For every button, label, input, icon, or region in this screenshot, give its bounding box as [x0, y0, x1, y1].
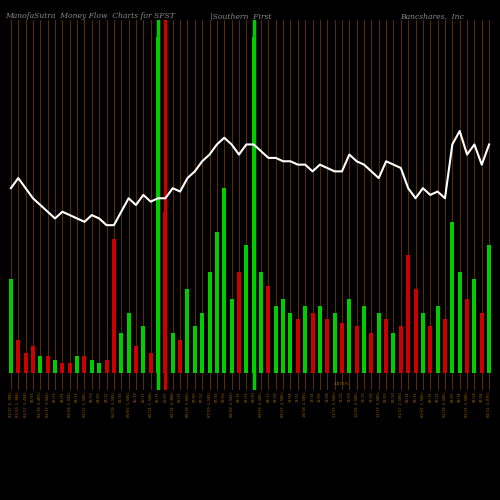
Bar: [60, 363, 64, 373]
Bar: [458, 272, 462, 373]
Bar: [16, 340, 20, 373]
Bar: [414, 289, 418, 373]
Bar: [148, 353, 152, 373]
Bar: [318, 306, 322, 373]
Bar: [354, 326, 358, 373]
Text: |Southern  First: |Southern First: [210, 12, 272, 20]
Bar: [178, 340, 182, 373]
Bar: [384, 320, 388, 373]
Bar: [126, 312, 130, 373]
Bar: [362, 306, 366, 373]
Bar: [443, 320, 447, 373]
Bar: [237, 272, 241, 373]
Bar: [134, 346, 138, 373]
Bar: [222, 188, 226, 373]
Bar: [193, 326, 197, 373]
Bar: [31, 346, 35, 373]
Bar: [24, 353, 28, 373]
Bar: [288, 312, 292, 373]
Bar: [428, 326, 432, 373]
Bar: [281, 299, 285, 373]
Bar: [97, 363, 101, 373]
Text: ManofaSutra  Money Flow  Charts for SFST: ManofaSutra Money Flow Charts for SFST: [5, 12, 175, 20]
Bar: [186, 289, 190, 373]
Bar: [156, 37, 160, 373]
Bar: [392, 333, 396, 373]
Bar: [90, 360, 94, 373]
Bar: [348, 299, 352, 373]
Bar: [82, 356, 86, 373]
Bar: [376, 312, 381, 373]
Text: Bancshares,  Inc: Bancshares, Inc: [400, 12, 464, 20]
Bar: [75, 356, 79, 373]
Bar: [215, 232, 219, 373]
Bar: [370, 333, 374, 373]
Bar: [46, 356, 50, 373]
Bar: [274, 306, 278, 373]
Bar: [208, 272, 212, 373]
Bar: [325, 320, 330, 373]
Bar: [310, 312, 314, 373]
Bar: [406, 256, 410, 373]
Text: 4,875%: 4,875%: [334, 382, 349, 386]
Bar: [68, 363, 72, 373]
Bar: [252, 37, 256, 373]
Bar: [142, 326, 146, 373]
Bar: [303, 306, 307, 373]
Bar: [170, 333, 175, 373]
Bar: [9, 279, 13, 373]
Bar: [296, 320, 300, 373]
Bar: [340, 322, 344, 373]
Bar: [472, 279, 476, 373]
Bar: [112, 238, 116, 373]
Bar: [450, 222, 454, 373]
Bar: [436, 306, 440, 373]
Bar: [421, 312, 425, 373]
Bar: [53, 360, 57, 373]
Bar: [480, 312, 484, 373]
Bar: [104, 360, 108, 373]
Bar: [230, 299, 234, 373]
Bar: [119, 333, 124, 373]
Bar: [259, 272, 263, 373]
Bar: [164, 212, 168, 373]
Bar: [487, 246, 491, 373]
Bar: [399, 326, 403, 373]
Bar: [244, 246, 248, 373]
Bar: [38, 356, 42, 373]
Bar: [200, 312, 204, 373]
Bar: [266, 286, 270, 373]
Bar: [332, 312, 336, 373]
Bar: [465, 299, 469, 373]
